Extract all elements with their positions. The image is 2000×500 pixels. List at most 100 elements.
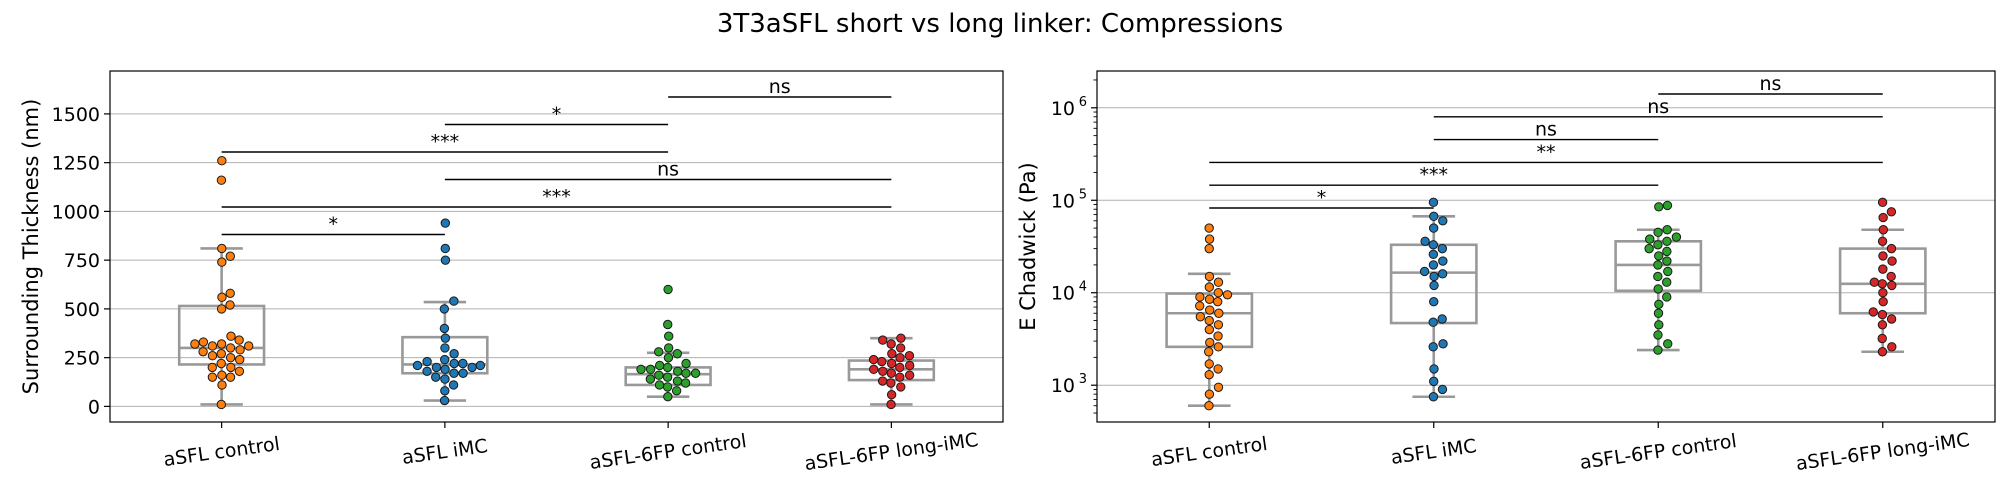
thickness-data-point	[467, 362, 477, 373]
modulus-data-point	[1428, 240, 1439, 250]
modulus-data-point	[1204, 401, 1214, 411]
modulus-data-point	[1429, 211, 1439, 222]
modulus-data-point	[1653, 330, 1663, 340]
thickness-data-point	[207, 372, 218, 382]
thickness-data-point	[235, 345, 245, 355]
modulus-data-point	[1204, 359, 1214, 369]
modulus-data-point	[1213, 320, 1224, 330]
modulus-data-point	[1653, 308, 1664, 318]
modulus-data-point	[1437, 384, 1448, 395]
thickness-data-point	[475, 360, 486, 371]
modulus-data-point	[1653, 240, 1663, 250]
modulus-data-point	[1213, 331, 1223, 341]
thickness-x-tick-label: aSFL control	[162, 433, 281, 471]
thickness-data-point	[217, 370, 227, 380]
modulus-x-tick-label: aSFL-6FP long-iMC	[1795, 429, 1971, 475]
thickness-data-point	[886, 358, 897, 369]
thickness-data-point	[886, 378, 896, 388]
modulus-data-point	[1203, 347, 1214, 357]
modulus-data-point	[1438, 339, 1448, 349]
modulus-data-point	[1878, 212, 1888, 223]
modulus-data-point	[1654, 320, 1664, 330]
thickness-data-point	[653, 347, 664, 357]
thickness-data-point	[198, 337, 209, 347]
modulus-data-point	[1645, 234, 1655, 244]
thickness-data-point	[440, 243, 450, 254]
thickness-data-point	[440, 374, 450, 384]
thickness-data-point	[440, 354, 450, 365]
modulus-data-point	[1213, 342, 1224, 352]
thickness-data-point	[664, 331, 674, 341]
modulus-data-point	[1205, 305, 1215, 315]
thickness-data-point	[877, 356, 887, 367]
modulus-significance-label: ns	[1647, 96, 1669, 118]
modulus-data-point	[1212, 296, 1223, 307]
thickness-data-point	[878, 366, 888, 376]
thickness-data-point	[216, 399, 227, 410]
thickness-data-point	[886, 399, 896, 410]
modulus-y-tick-exponent: 6	[1079, 95, 1087, 110]
modulus-significance-label: ns	[1760, 73, 1782, 95]
modulus-plot-frame	[1096, 70, 1996, 423]
modulus-data-point	[1878, 251, 1888, 261]
modulus-data-point	[1663, 339, 1673, 349]
modulus-data-point	[1653, 284, 1663, 294]
thickness-data-point	[216, 175, 227, 185]
modulus-data-point	[1869, 277, 1880, 287]
thickness-data-point	[217, 257, 227, 267]
modulus-data-point	[1222, 290, 1233, 300]
thickness-data-point	[663, 352, 674, 363]
thickness-data-point	[225, 251, 235, 261]
thickness-data-point	[662, 382, 673, 392]
modulus-data-point	[1214, 308, 1224, 318]
modulus-data-point	[1205, 337, 1215, 348]
thickness-y-tick-label: 250	[64, 348, 100, 370]
modulus-data-point	[1195, 301, 1205, 311]
thickness-data-point	[886, 339, 896, 349]
thickness-data-point	[662, 362, 673, 373]
thickness-data-point	[439, 395, 450, 406]
modulus-data-point	[1878, 296, 1888, 307]
modulus-data-point	[1886, 243, 1897, 254]
modulus-data-point	[1878, 264, 1888, 274]
thickness-data-point	[216, 339, 227, 349]
thickness-data-point	[672, 349, 682, 359]
thickness-data-point	[672, 376, 683, 386]
thickness-data-point	[886, 368, 897, 378]
thickness-data-point	[422, 356, 432, 367]
modulus-data-point	[1653, 260, 1663, 270]
modulus-data-point	[1204, 294, 1215, 304]
modulus-data-point	[1428, 392, 1439, 402]
modulus-data-point	[1671, 232, 1682, 242]
thickness-data-point	[878, 335, 888, 345]
thickness-data-point	[190, 339, 200, 349]
thickness-significance-label: ***	[542, 186, 571, 208]
thickness-data-point	[440, 218, 451, 228]
modulus-data-point	[1428, 197, 1439, 208]
thickness-data-point	[671, 386, 682, 396]
modulus-significance-label: ***	[1420, 164, 1449, 186]
thickness-data-point	[217, 380, 227, 390]
thickness-significance-label: *	[329, 214, 339, 236]
thickness-data-point	[663, 319, 673, 330]
modulus-data-point	[1213, 364, 1223, 374]
thickness-data-point	[234, 335, 244, 345]
thickness-plot-frame	[109, 70, 1004, 423]
thickness-data-point	[663, 284, 673, 295]
thickness-data-point	[216, 349, 226, 359]
thickness-data-point	[904, 370, 915, 380]
modulus-y-tick-label: 10	[1051, 375, 1075, 397]
modulus-data-point	[1429, 296, 1439, 307]
modulus-data-point	[1204, 324, 1215, 335]
modulus-y-ticks: 10 3 10 4 10 5 10 6	[1051, 79, 1097, 414]
thickness-data-point	[216, 304, 227, 314]
thickness-data-point	[440, 255, 451, 265]
thickness-points	[190, 156, 915, 410]
modulus-y-tick-label: 10	[1051, 190, 1075, 212]
thickness-data-point	[868, 354, 879, 365]
thickness-y-tick-label: 0	[88, 396, 100, 418]
thickness-y-tick-label: 1250	[52, 153, 100, 175]
modulus-data-point	[1662, 236, 1672, 246]
modulus-y-tick-label: 10	[1051, 283, 1075, 305]
